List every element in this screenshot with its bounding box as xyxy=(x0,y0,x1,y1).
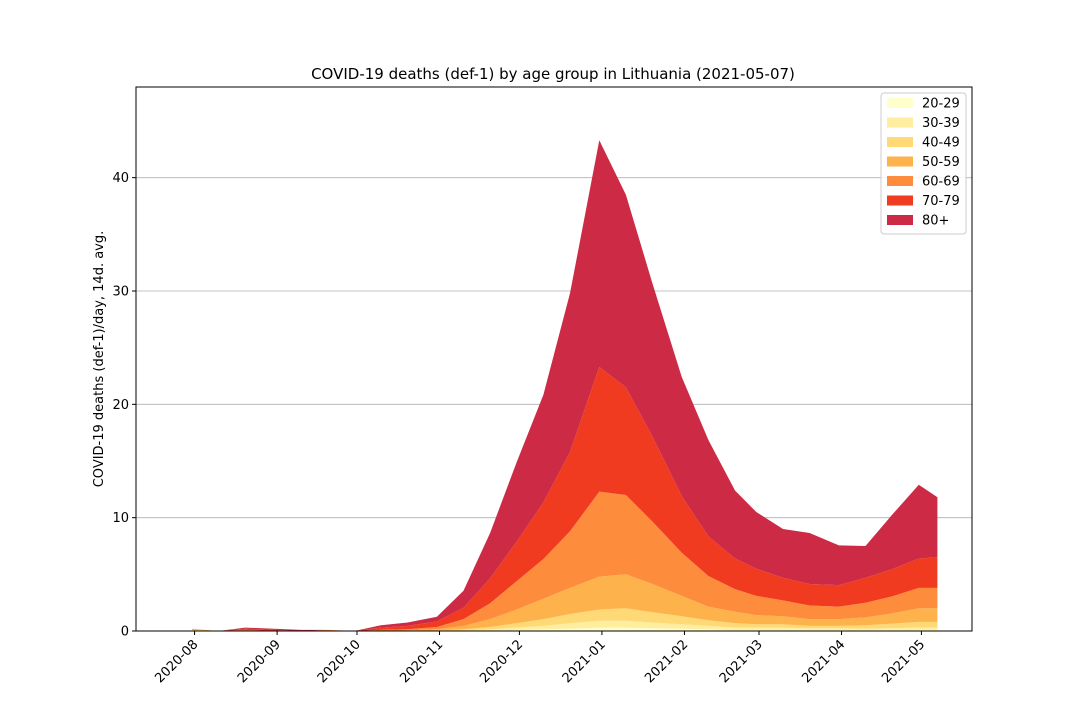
area-40-49 xyxy=(191,608,938,631)
x-tick-label: 2021-03 xyxy=(717,637,766,686)
area-80+ xyxy=(191,140,938,632)
x-tick-label: 2021-01 xyxy=(560,637,609,686)
y-tick-label: 30 xyxy=(112,285,129,300)
y-axis-label: COVID-19 deaths (def-1)/day, 14d. avg. xyxy=(92,231,107,488)
area-layer xyxy=(191,140,938,632)
x-tick-label: 2020-11 xyxy=(397,637,446,686)
legend-swatch-70-79 xyxy=(887,195,913,206)
legend: 20-29 30-39 40-49 50-59 60-69 70-79 80+ xyxy=(880,92,967,235)
legend-swatch-20-29 xyxy=(887,98,913,108)
legend-swatch-80+ xyxy=(887,215,913,225)
legend-label-50-59: 50-59 xyxy=(922,155,960,170)
x-tick-label: 2021-04 xyxy=(799,637,848,686)
x-tick-label: 2020-10 xyxy=(315,637,364,686)
y-tick-label: 0 xyxy=(121,625,129,640)
area-60-69 xyxy=(191,491,938,631)
y-tick-label: 40 xyxy=(112,171,129,186)
chart-title: COVID-19 deaths (def-1) by age group in … xyxy=(311,65,795,83)
x-tick-label: 2020-12 xyxy=(477,637,526,686)
y-tick-label: 20 xyxy=(112,398,129,413)
plot-frame xyxy=(135,86,973,632)
x-tick-label: 2021-02 xyxy=(642,637,691,686)
legend-swatch-60-69 xyxy=(887,176,913,186)
legend-swatch-30-39 xyxy=(887,117,913,128)
x-tick-label: 2020-08 xyxy=(152,637,201,686)
legend-label-30-39: 30-39 xyxy=(922,116,960,131)
legend-swatch-40-49 xyxy=(887,137,913,147)
legend-label-40-49: 40-49 xyxy=(922,136,960,151)
x-tick-label: 2020-09 xyxy=(235,637,284,686)
x-tick-label: 2021-05 xyxy=(879,637,928,686)
y-tick-label: 10 xyxy=(112,511,129,526)
legend-label-70-79: 70-79 xyxy=(922,194,960,209)
area-20-29 xyxy=(191,627,938,631)
legend-label-60-69: 60-69 xyxy=(922,175,960,190)
area-70-79 xyxy=(191,366,938,631)
area-30-39 xyxy=(191,620,938,631)
area-50-59 xyxy=(191,574,938,631)
legend-label-20-29: 20-29 xyxy=(922,97,960,112)
legend-label-80+: 80+ xyxy=(922,214,949,229)
legend-swatch-50-59 xyxy=(887,156,913,167)
